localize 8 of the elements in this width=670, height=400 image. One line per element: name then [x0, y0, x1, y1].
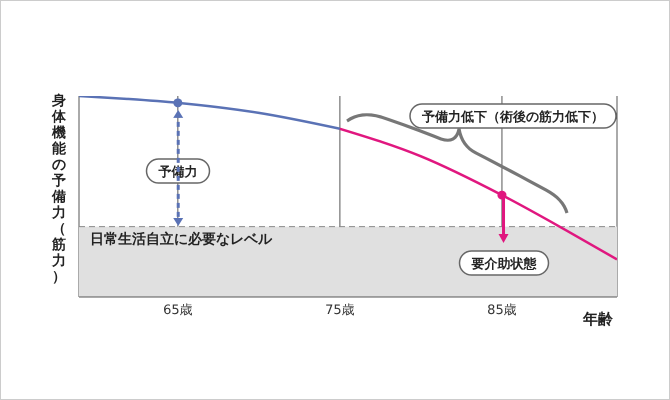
x-tick-label: 65歳: [163, 303, 193, 318]
x-axis-title: 年齢: [583, 310, 613, 329]
annotation: 要介助状態: [470, 256, 538, 272]
ref-line-label: 日常生活自立に必要なレベル: [90, 230, 273, 248]
y-axis-title: 身体機能の予備力（筋力）: [51, 93, 67, 285]
x-tick-label: 75歳: [325, 303, 355, 318]
x-tick-label: 85歳: [487, 303, 517, 318]
annotation: 予備力低下（術後の筋力低下）: [421, 109, 604, 125]
